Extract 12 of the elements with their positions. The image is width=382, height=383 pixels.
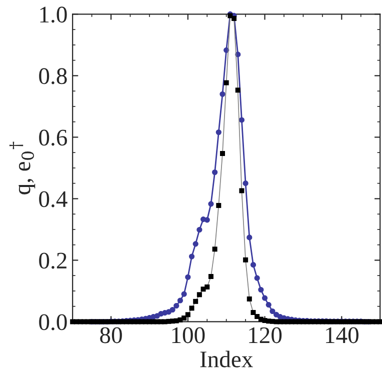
x-tick-label: 120 <box>249 327 282 344</box>
x-tick-label: 140 <box>326 327 358 344</box>
y-tick-label: 0.8 <box>39 68 67 84</box>
x-tick-label: 80 <box>100 327 122 344</box>
y-tick-label: 0.6 <box>39 130 68 146</box>
y-tick-label: 0.0 <box>39 314 67 330</box>
x-tick-label: 100 <box>172 327 205 344</box>
y-tick-label: 0.2 <box>39 252 66 269</box>
y-axis-title: q, e$_{0}$$^{†}$ <box>9 142 36 194</box>
y-tick-label: 1.0 <box>40 6 67 23</box>
x-axis-title: Index <box>200 350 253 368</box>
y-tick-label: 0.4 <box>39 191 68 208</box>
